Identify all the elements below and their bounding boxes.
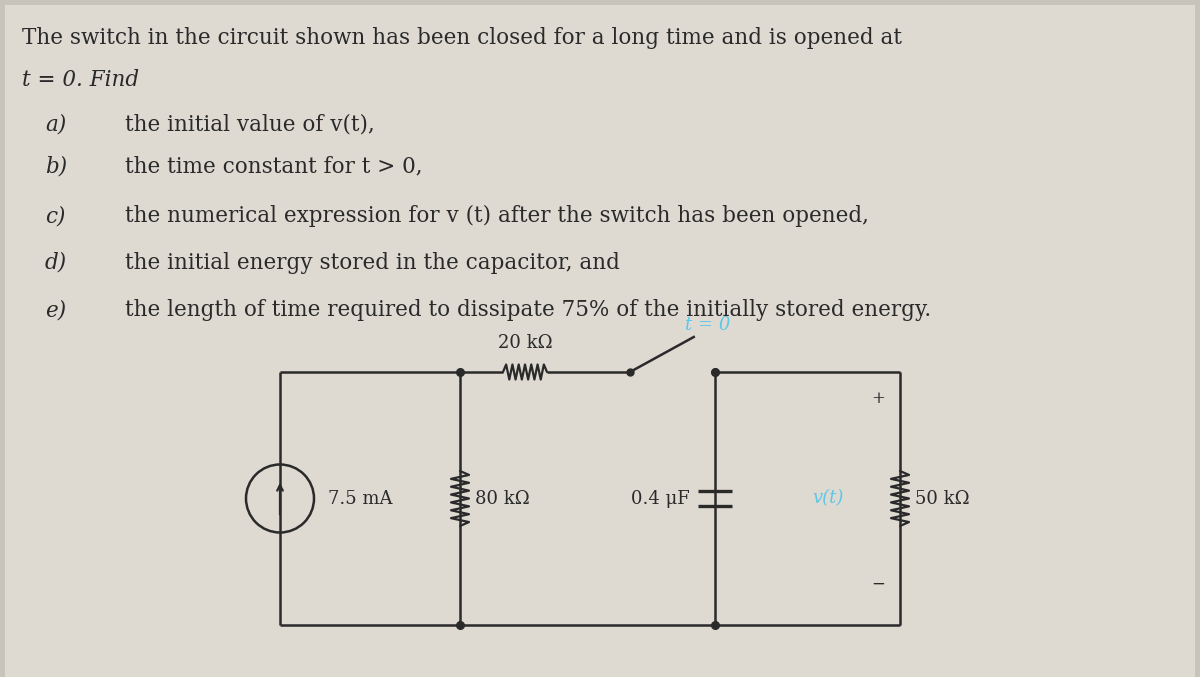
Text: b): b) bbox=[46, 155, 67, 177]
Text: the length of time required to dissipate 75% of the initially stored energy.: the length of time required to dissipate… bbox=[125, 299, 931, 321]
Text: t = 0: t = 0 bbox=[685, 316, 731, 334]
Text: t = 0. Find: t = 0. Find bbox=[22, 69, 139, 91]
Text: d): d) bbox=[46, 252, 67, 274]
Text: 50 kΩ: 50 kΩ bbox=[916, 489, 970, 508]
Text: the numerical expression for v (t) after the switch has been opened,: the numerical expression for v (t) after… bbox=[125, 205, 869, 227]
Text: 20 kΩ: 20 kΩ bbox=[498, 334, 552, 352]
Text: The switch in the circuit shown has been closed for a long time and is opened at: The switch in the circuit shown has been… bbox=[22, 27, 902, 49]
FancyBboxPatch shape bbox=[5, 5, 1195, 677]
Text: +: + bbox=[871, 390, 884, 407]
Text: 0.4 μF: 0.4 μF bbox=[631, 489, 690, 508]
Text: a): a) bbox=[46, 114, 66, 136]
Text: the initial energy stored in the capacitor, and: the initial energy stored in the capacit… bbox=[125, 252, 620, 274]
Text: 80 kΩ: 80 kΩ bbox=[475, 489, 529, 508]
Text: e): e) bbox=[46, 299, 66, 321]
Text: the initial value of v(t),: the initial value of v(t), bbox=[125, 114, 374, 136]
Text: 7.5 mA: 7.5 mA bbox=[328, 489, 392, 508]
Text: −: − bbox=[871, 576, 884, 593]
Text: v(t): v(t) bbox=[812, 489, 844, 508]
Text: the time constant for t > 0,: the time constant for t > 0, bbox=[125, 155, 422, 177]
Text: c): c) bbox=[46, 205, 65, 227]
